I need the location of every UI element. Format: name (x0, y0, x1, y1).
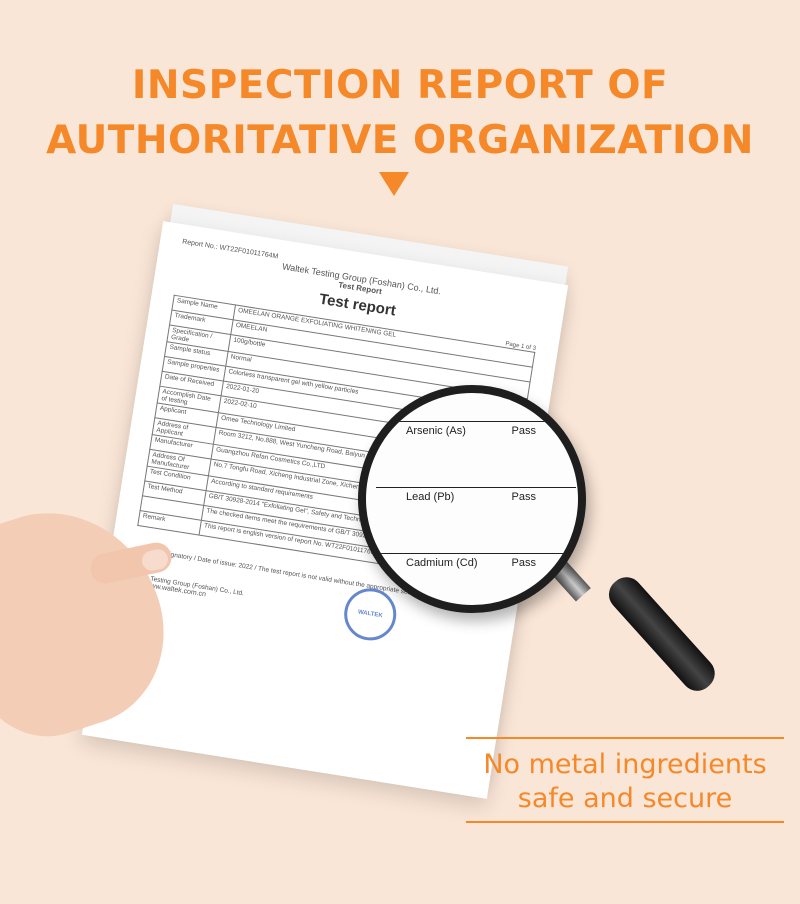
result-row: Cadmium (Cd) Pass (376, 557, 576, 569)
result-value: Pass (511, 557, 536, 569)
headline-line-1: INSPECTION REPORT OF (131, 63, 669, 108)
result-row: Arsenic (As) Pass (376, 425, 576, 437)
element-name: Arsenic (As) (406, 425, 466, 437)
result-row: Lead (Pb) Pass (376, 491, 576, 503)
magnifier-lens: Arsenic (As) Pass Lead (Pb) Pass Cadmium (… (358, 385, 586, 613)
headline-line-2: AUTHORITATIVE ORGANIZATION (46, 118, 754, 163)
element-name: Cadmium (Cd) (406, 557, 478, 569)
tagline-box: No metal ingredients safe and secure (466, 737, 784, 823)
magnifier-handle (602, 570, 722, 698)
waltek-seal-stamp: WALTEK (340, 584, 400, 645)
result-value: Pass (511, 425, 536, 437)
headline: INSPECTION REPORT OF AUTHORITATIVE ORGAN… (0, 58, 800, 168)
element-name: Lead (Pb) (406, 491, 455, 503)
result-value: Pass (511, 491, 536, 503)
tagline-line-1: No metal ingredients (483, 749, 767, 780)
down-arrow-icon (379, 172, 409, 196)
tagline-line-2: safe and secure (517, 783, 733, 814)
